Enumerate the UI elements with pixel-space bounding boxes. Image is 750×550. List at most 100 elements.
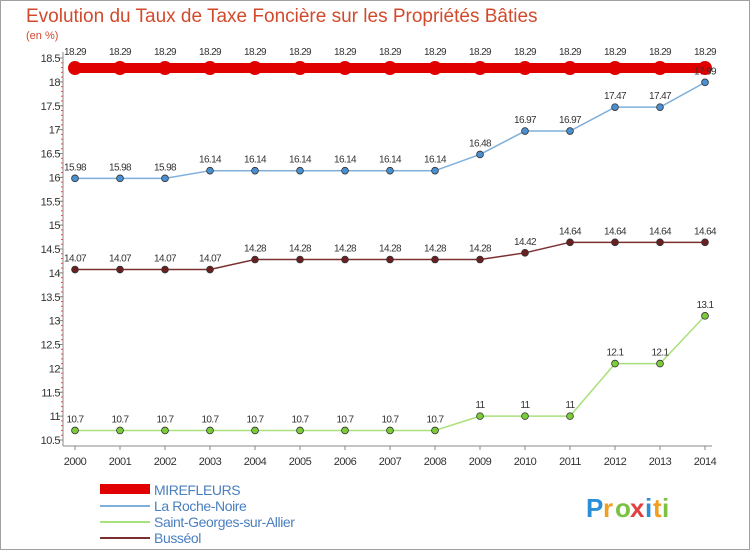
y-tick-label: 15.5	[41, 196, 61, 208]
x-tick-label: 2002	[154, 456, 177, 468]
data-label: 18.29	[649, 47, 672, 58]
x-tick-label: 2007	[379, 456, 402, 468]
y-tick-label: 16	[49, 172, 61, 184]
data-label: 14.28	[289, 244, 312, 255]
data-label: 14.07	[154, 254, 177, 265]
x-tick-label: 2000	[64, 456, 87, 468]
data-label: 17.47	[604, 91, 627, 102]
data-point	[653, 61, 667, 76]
data-label: 10.7	[201, 414, 219, 425]
data-point	[296, 255, 304, 264]
data-label: 18.29	[109, 47, 132, 58]
x-tick-label: 2003	[199, 456, 222, 468]
data-point	[428, 61, 442, 76]
data-label: 14.64	[694, 226, 717, 237]
data-point	[161, 174, 169, 183]
data-point	[248, 61, 262, 76]
data-label: 18.29	[604, 47, 627, 58]
data-point	[296, 426, 304, 435]
data-point	[386, 166, 394, 175]
x-tick-label: 2009	[469, 456, 492, 468]
data-point	[701, 238, 709, 247]
x-tick-label: 2011	[559, 456, 581, 468]
data-point	[341, 426, 349, 435]
data-point	[293, 61, 307, 76]
x-tick-label: 2001	[109, 456, 132, 468]
data-point	[656, 359, 664, 368]
logo-letter: P	[586, 493, 603, 523]
logo-letter: i	[662, 493, 669, 523]
data-label: 14.28	[424, 244, 447, 255]
data-point	[701, 78, 709, 87]
data-label: 16.48	[469, 138, 492, 149]
data-point	[251, 166, 259, 175]
data-label: 16.14	[244, 155, 267, 166]
logo-letter: r	[603, 493, 613, 523]
data-point	[206, 426, 214, 435]
data-label: 18.29	[514, 47, 537, 58]
data-point	[158, 61, 172, 76]
data-label: 14.07	[109, 254, 132, 265]
data-point	[701, 312, 709, 320]
legend-swatch-mirefleurs	[100, 484, 150, 494]
logo-letter: i	[645, 493, 652, 523]
data-label: 18.29	[559, 47, 582, 58]
x-tick-label: 2013	[649, 456, 672, 468]
x-tick-label: 2012	[604, 456, 627, 468]
data-label: 10.7	[111, 414, 129, 425]
data-label: 15.98	[154, 162, 177, 173]
data-point	[518, 61, 532, 76]
data-point	[563, 61, 577, 76]
data-point	[386, 255, 394, 264]
data-label: 12.1	[606, 348, 624, 359]
data-label: 18.29	[154, 47, 177, 58]
data-point	[116, 426, 124, 435]
data-label: 14.64	[559, 226, 582, 237]
data-label: 10.7	[156, 414, 174, 425]
data-label: 14.07	[64, 254, 87, 265]
data-point	[161, 265, 169, 274]
data-point	[566, 127, 574, 135]
data-label: 18.29	[379, 47, 402, 58]
data-label: 14.07	[199, 254, 222, 265]
data-label: 18.29	[469, 47, 492, 58]
y-unit-label: (en %)	[26, 30, 58, 42]
data-label: 11	[475, 400, 485, 411]
y-tick-label: 17.5	[41, 101, 61, 113]
data-point	[341, 255, 349, 264]
chart-title: Evolution du Taux de Taxe Foncière sur l…	[26, 6, 538, 27]
data-point	[431, 426, 439, 435]
data-label: 15.98	[109, 162, 132, 173]
data-point	[521, 249, 529, 257]
data-point	[521, 412, 529, 420]
series-points	[68, 61, 712, 435]
data-labels: 14.07 14.07 14.07 14.07 14.28 14.28 14.28 14.28…	[64, 47, 718, 425]
data-point	[116, 174, 124, 183]
data-label: 18.29	[64, 47, 87, 58]
y-tick-label: 10.5	[41, 435, 61, 447]
y-tick-label: 11.5	[41, 387, 60, 399]
axes	[58, 52, 712, 450]
data-label: 14.28	[469, 244, 492, 255]
data-point	[611, 238, 619, 247]
data-label: 18.29	[289, 47, 312, 58]
y-tick-label: 18	[49, 77, 61, 89]
data-point	[338, 61, 352, 76]
data-label: 14.28	[334, 244, 357, 255]
data-point	[656, 103, 664, 111]
data-point	[611, 103, 619, 111]
x-tick-label: 2005	[289, 456, 312, 468]
data-label: 16.14	[289, 155, 312, 166]
y-tick-label: 14	[49, 268, 61, 280]
data-point	[68, 61, 82, 76]
data-point	[566, 412, 574, 420]
data-point	[566, 238, 574, 247]
data-point	[476, 255, 484, 264]
data-label: 18.29	[424, 47, 447, 58]
data-label: 18.29	[244, 47, 267, 58]
data-label: 10.7	[381, 414, 399, 425]
data-point	[476, 150, 484, 159]
